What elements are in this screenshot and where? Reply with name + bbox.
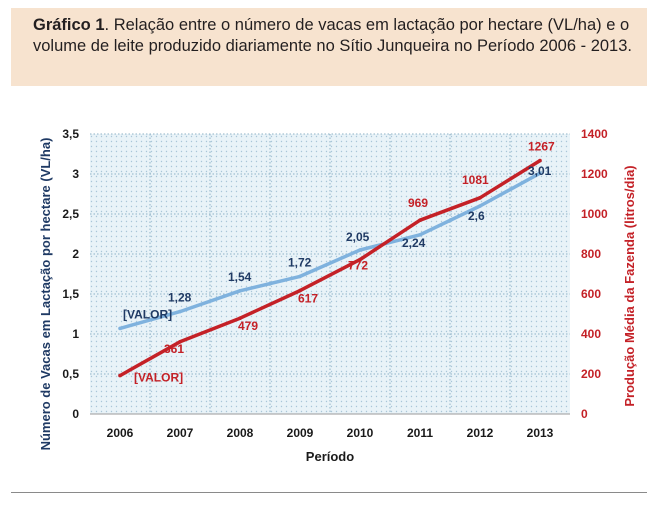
right-axis-data-point xyxy=(178,340,182,344)
figure-caption: Gráfico 1. Relação entre o número de vac… xyxy=(11,8,647,86)
right-axis-data-point xyxy=(118,373,122,378)
left-axis-tick-label: 2 xyxy=(72,247,79,261)
right-series-data-label: 1267 xyxy=(528,140,555,154)
x-axis-tick-label: 2013 xyxy=(527,426,554,440)
right-axis-tick-label: 200 xyxy=(581,367,601,381)
left-axis-data-point xyxy=(178,309,182,314)
left-axis-data-point xyxy=(418,233,422,237)
left-axis-data-point xyxy=(298,274,302,279)
left-axis-tick-label: 2,5 xyxy=(62,207,79,221)
left-series-data-label: 1,72 xyxy=(288,255,312,269)
right-axis-data-point xyxy=(418,218,422,222)
left-axis-tick-label: 0 xyxy=(72,407,79,421)
caption-text: . Relação entre o número de vacas em lac… xyxy=(33,16,632,55)
left-series-data-label: 2,24 xyxy=(402,236,426,250)
right-axis-data-point xyxy=(358,257,362,262)
right-axis-data-point xyxy=(478,196,482,200)
right-axis-data-point xyxy=(538,158,542,163)
right-axis-tick-label: 1400 xyxy=(581,127,608,141)
x-axis-tick-label: 2007 xyxy=(167,426,194,440)
left-series-data-label: 2,05 xyxy=(346,230,370,244)
x-axis-tick-label: 2012 xyxy=(467,426,494,440)
right-axis-series-line xyxy=(119,159,541,378)
left-axis-data-point xyxy=(238,289,242,293)
right-series-data-label: 772 xyxy=(348,259,368,273)
right-axis-tick-label: 0 xyxy=(581,407,588,421)
left-axis-data-point xyxy=(358,248,362,252)
x-axis-tick-label: 2010 xyxy=(347,426,374,440)
x-axis-tick-label: 2006 xyxy=(107,426,134,440)
left-series-data-label: [VALOR] xyxy=(123,307,172,321)
left-axis-tick-label: 3,5 xyxy=(62,127,79,141)
left-axis-tick-label: 3 xyxy=(72,167,79,181)
bottom-rule xyxy=(11,492,647,493)
right-axis-tick-label: 400 xyxy=(581,327,601,341)
right-series-data-label: 1081 xyxy=(462,173,489,187)
left-axis-series-line xyxy=(119,171,541,331)
left-series-data-label: 1,28 xyxy=(168,291,192,305)
x-axis-title: Período xyxy=(306,449,354,464)
left-axis-data-point xyxy=(478,204,482,208)
x-axis-tick-label: 2008 xyxy=(227,426,254,440)
right-axis-tick-label: 1000 xyxy=(581,207,608,221)
left-axis-title: Número de Vacas em Lactação por hectare … xyxy=(38,138,53,451)
left-axis-tick-label: 1 xyxy=(72,327,79,341)
right-axis-tick-label: 600 xyxy=(581,287,601,301)
right-series-data-label: 479 xyxy=(238,319,258,333)
left-axis-data-point xyxy=(118,326,122,331)
x-axis-tick-label: 2009 xyxy=(287,426,314,440)
right-series-data-label: 361 xyxy=(164,342,184,356)
caption-label: Gráfico 1 xyxy=(33,16,105,34)
right-series-data-label: [VALOR] xyxy=(134,371,183,385)
right-axis-data-point xyxy=(238,316,242,321)
right-axis-title: Produção Média da Fazenda (litros/dia) xyxy=(622,165,637,406)
left-axis-tick-label: 0,5 xyxy=(62,367,79,381)
left-series-data-label: 2,6 xyxy=(468,209,485,223)
x-axis-tick-label: 2011 xyxy=(407,426,433,440)
right-series-data-label: 969 xyxy=(408,196,428,210)
left-axis-tick-label: 1,5 xyxy=(62,287,79,301)
right-axis-tick-label: 800 xyxy=(581,247,601,261)
left-series-data-label: 1,54 xyxy=(228,270,252,284)
right-series-data-label: 617 xyxy=(298,292,318,306)
right-axis-data-point xyxy=(298,288,302,293)
right-axis-tick-label: 1200 xyxy=(581,167,608,181)
left-axis-data-point xyxy=(538,171,542,175)
left-series-data-label: 3,01 xyxy=(528,164,552,178)
